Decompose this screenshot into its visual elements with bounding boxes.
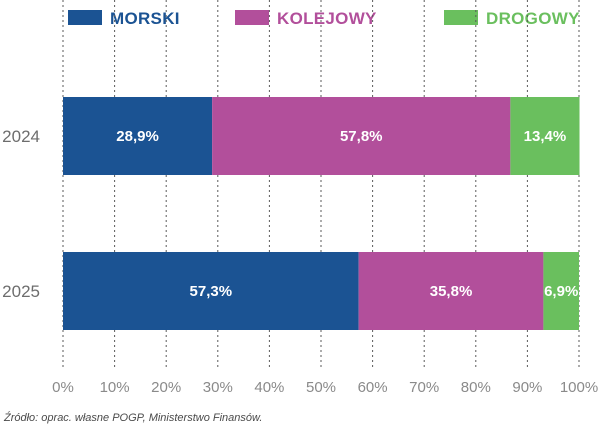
x-tick-label: 10% xyxy=(100,379,130,396)
bar-segment-morski-2024 xyxy=(63,97,213,175)
category-label: 2024 xyxy=(2,127,40,146)
legend-label: KOLEJOWY xyxy=(277,9,377,28)
data-label: 35,8% xyxy=(430,283,473,300)
x-tick-label: 30% xyxy=(203,379,233,396)
x-tick-label: 70% xyxy=(409,379,439,396)
legend-swatch xyxy=(444,10,478,25)
x-axis-ticks: 0% 10% 20% 30% 40% 50% 60% 70% 80% 90% 100% xyxy=(52,379,598,396)
x-tick-label: 90% xyxy=(512,379,542,396)
data-label: 6,9% xyxy=(544,283,578,300)
bar-segment-drogowy-2025 xyxy=(543,252,579,330)
bar-segment-kolejowy-2025 xyxy=(358,252,544,330)
category-label: 2025 xyxy=(2,282,40,301)
x-tick-label: 40% xyxy=(254,379,284,396)
bar-segment-morski-2025 xyxy=(63,252,359,330)
legend-label: MORSKI xyxy=(110,9,180,28)
legend: MORSKI KOLEJOWY DROGOWY xyxy=(68,9,580,28)
bars: 28,9% 57,8% 13,4% 57,3% 35,8% 6,9% xyxy=(63,97,580,330)
source-note: Źródło: oprac. własne POGP, Ministerstwo… xyxy=(4,412,263,424)
x-tick-label: 50% xyxy=(306,379,336,396)
x-tick-label: 60% xyxy=(358,379,388,396)
bar-segment-drogowy-2024 xyxy=(510,97,580,175)
legend-swatch xyxy=(68,10,102,25)
x-tick-label: 20% xyxy=(151,379,181,396)
category-labels: 2024 2025 xyxy=(2,127,40,301)
legend-swatch xyxy=(235,10,269,25)
data-label: 13,4% xyxy=(524,128,567,145)
bar-segment-kolejowy-2024 xyxy=(212,97,511,175)
x-tick-label: 80% xyxy=(461,379,491,396)
x-tick-label: 100% xyxy=(560,379,598,396)
data-label: 57,8% xyxy=(340,128,383,145)
data-label: 28,9% xyxy=(116,128,159,145)
x-tick-label: 0% xyxy=(52,379,74,396)
legend-label: DROGOWY xyxy=(486,9,580,28)
data-label: 57,3% xyxy=(190,283,233,300)
